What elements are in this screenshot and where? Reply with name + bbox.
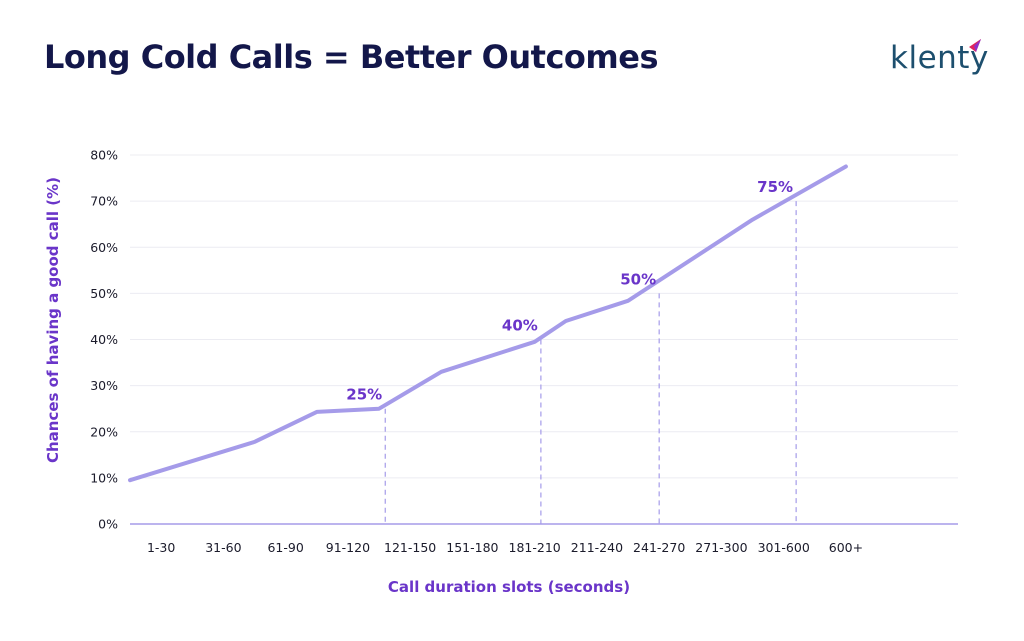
x-tick-label: 211-240 [571, 540, 623, 555]
data-label: 75% [757, 178, 793, 196]
x-tick-label: 31-60 [205, 540, 241, 555]
series-line [128, 164, 848, 483]
y-tick-label: 50% [90, 286, 118, 301]
data-label: 50% [620, 270, 656, 288]
logo-mark-icon [969, 39, 981, 52]
y-axis-title: Chances of having a good call (%) [44, 177, 62, 463]
page-title: Long Cold Calls = Better Outcomes [44, 38, 658, 76]
x-tick-label: 151-180 [446, 540, 498, 555]
x-tick-label: 1-30 [147, 540, 175, 555]
x-tick-label: 301-600 [758, 540, 810, 555]
x-tick-label: 600+ [829, 540, 863, 555]
data-label: 25% [346, 386, 382, 404]
x-axis-ticks: 1-30 31-60 61-90 91-120 121-150 151-180 181-21… [147, 540, 863, 555]
x-tick-label: 61-90 [267, 540, 303, 555]
brand-logo: klenty [890, 39, 990, 86]
y-tick-label: 0% [98, 517, 118, 532]
data-label: 40% [502, 317, 538, 335]
x-tick-label: 271-300 [695, 540, 747, 555]
y-tick-label: 70% [90, 194, 118, 209]
y-axis-ticks: 0% 10% 20% 30% 40% 50% 60% 70% 80% [90, 148, 118, 532]
x-axis-title: Call duration slots (seconds) [388, 578, 630, 596]
y-tick-label: 20% [90, 424, 118, 439]
y-tick-label: 80% [90, 148, 118, 163]
gridlines [130, 154, 958, 479]
y-tick-label: 30% [90, 378, 118, 393]
data-labels: 25% 40% 50% 75% [346, 178, 793, 404]
y-tick-label: 10% [90, 470, 118, 485]
x-tick-label: 181-210 [509, 540, 561, 555]
x-tick-label: 241-270 [633, 540, 685, 555]
x-tick-label: 91-120 [326, 540, 370, 555]
x-tick-label: 121-150 [384, 540, 436, 555]
y-tick-label: 40% [90, 332, 118, 347]
annotation-dashed-lines [384, 201, 797, 524]
y-tick-label: 60% [90, 240, 118, 255]
